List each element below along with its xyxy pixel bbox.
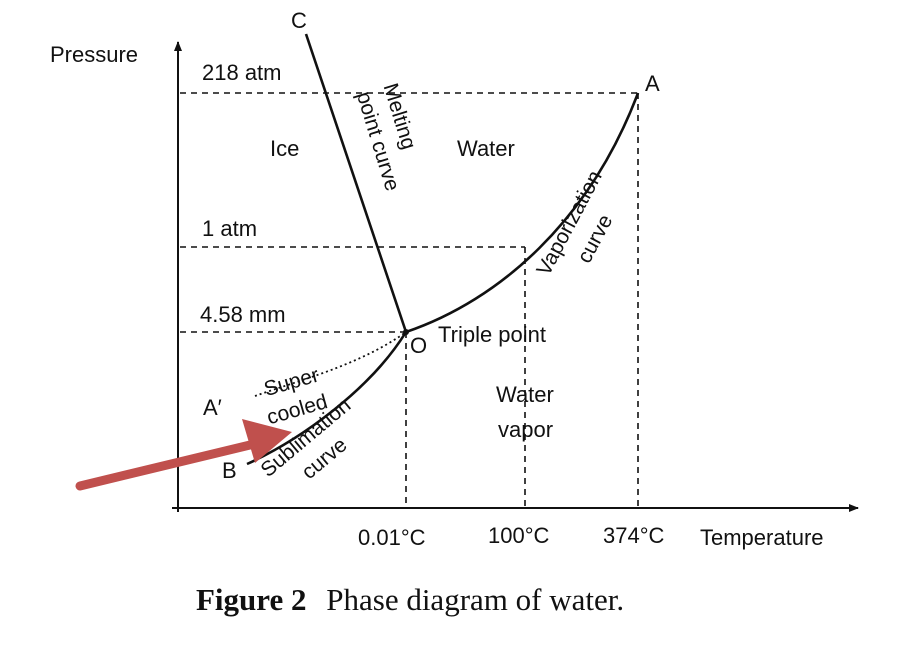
figure-caption: Figure 2 Phase diagram of water. xyxy=(196,582,624,617)
pressure-label-218atm: 218 atm xyxy=(202,60,282,85)
point-label-a-prime: A′ xyxy=(203,395,222,420)
region-label-water-vapor-line1: Water xyxy=(496,382,554,407)
pressure-label-458mm: 4.58 mm xyxy=(200,302,286,327)
guide-lines xyxy=(180,92,639,508)
region-label-water: Water xyxy=(457,136,515,161)
point-label-c: C xyxy=(291,8,307,33)
y-axis-label: Pressure xyxy=(50,42,138,67)
temp-label-001c: 0.01°C xyxy=(358,525,426,550)
annotation-arrow xyxy=(75,419,292,491)
point-label-b: B xyxy=(222,458,237,483)
region-label-water-vapor-line2: vapor xyxy=(498,417,553,442)
melting-point-curve xyxy=(304,33,408,333)
vaporization-curve xyxy=(405,92,640,334)
figure-caption-text: Phase diagram of water. xyxy=(326,582,624,617)
triple-point-marker xyxy=(403,329,409,335)
temp-label-374c: 374°C xyxy=(603,523,665,548)
triple-point-label: Triple point xyxy=(438,322,546,347)
region-label-ice: Ice xyxy=(270,136,299,161)
figure-caption-label: Figure 2 xyxy=(196,582,307,617)
pressure-label-1atm: 1 atm xyxy=(202,216,257,241)
sublimation-curve xyxy=(246,331,408,466)
point-label-o: O xyxy=(410,333,427,358)
temp-label-100c: 100°C xyxy=(488,523,550,548)
x-axis-label: Temperature xyxy=(700,525,824,550)
point-label-a: A xyxy=(645,71,660,96)
